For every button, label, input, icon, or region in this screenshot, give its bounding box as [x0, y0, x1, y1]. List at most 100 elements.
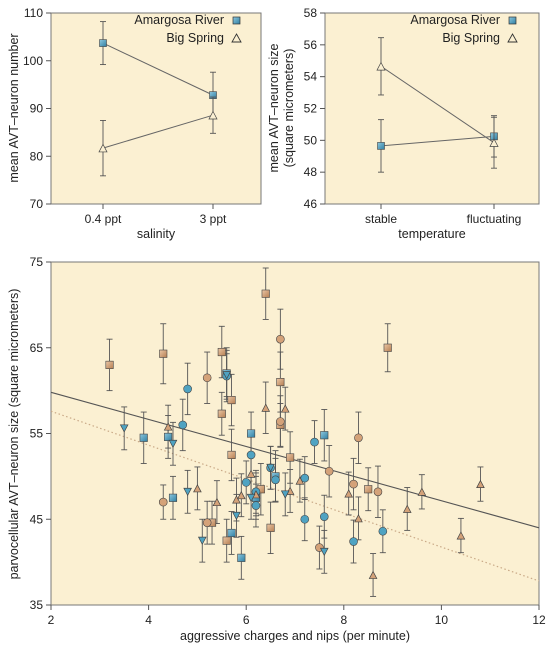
series-line	[102, 114, 214, 149]
data-point-circle-bigspring	[324, 466, 334, 476]
panel-temperature: 46 48 50 52 54 56 58 stable fluctuating mean AVT…	[267, 6, 540, 241]
data-point-triangle	[208, 110, 218, 120]
data-point-triangle-bigspring	[295, 476, 305, 485]
plot-area-temperature	[324, 12, 540, 205]
data-point-square-bigspring	[222, 536, 231, 545]
data-point-triangle-amargosa	[197, 536, 207, 546]
data-point-square-bigspring	[227, 396, 236, 405]
xlabel-temperature: temperature	[398, 227, 465, 241]
y-tick-label: 75	[30, 255, 44, 269]
x-tick-label: 0.4 ppt	[85, 212, 122, 226]
y-tick-label: 56	[304, 38, 318, 52]
data-point-triangle-amargosa	[266, 463, 275, 473]
data-point-triangle	[489, 138, 499, 147]
data-point-square-bigspring	[364, 485, 373, 494]
series-line	[102, 42, 214, 96]
data-point-circle-amargosa	[319, 512, 329, 521]
data-point-circle-amargosa	[246, 450, 256, 460]
legend-temperature: Amargosa River Big Spring	[410, 13, 518, 45]
data-point-triangle-bigspring	[280, 404, 290, 413]
data-point-circle-amargosa	[251, 501, 261, 510]
data-point-triangle	[376, 61, 386, 71]
data-point-circle-amargosa	[178, 420, 188, 430]
data-point-circle-bigspring	[354, 433, 363, 443]
legend-square-marker	[232, 16, 241, 25]
panel-salinity: 70 80 90 100 110 0.4 ppt 3 ppt mean AVT–neuron…	[7, 6, 262, 241]
y-tick-label: 50	[304, 133, 318, 147]
data-point-square-amargosa	[139, 433, 148, 442]
legend-square-marker	[508, 16, 517, 25]
y-tick-label: 110	[24, 6, 43, 20]
y-tick-label: 52	[304, 102, 318, 116]
ylabel-scatter: parvocellular AVT–neuron size (square mi…	[7, 289, 21, 580]
data-point-circle-amargosa	[300, 514, 310, 524]
data-point-triangle-bigspring	[246, 469, 256, 478]
data-point-triangle-bigspring	[193, 484, 202, 493]
x-tick-label: 8	[340, 613, 347, 627]
data-point-square-bigspring	[286, 453, 295, 462]
data-point-triangle-amargosa	[232, 511, 241, 521]
data-point-triangle-bigspring	[163, 422, 173, 431]
legend-triangle-marker	[507, 33, 518, 43]
data-point-square-amargosa	[320, 431, 329, 440]
x-tick-label: 12	[532, 613, 546, 627]
y-tick-label: 80	[30, 149, 44, 163]
x-tick-label: 10	[435, 613, 449, 627]
regression-line	[50, 391, 540, 529]
data-point-triangle-bigspring	[261, 403, 271, 412]
data-point-triangle-amargosa	[168, 439, 178, 449]
data-point-circle-bigspring	[202, 518, 212, 527]
data-point-circle-amargosa	[310, 437, 319, 447]
legend-label-amargosa: Amargosa River	[410, 13, 500, 27]
y-tick-label: 65	[30, 341, 44, 355]
xlabel-salinity: salinity	[137, 227, 176, 241]
ylabel-salinity: mean AVT–neuron number	[7, 33, 21, 182]
data-point-circle-bigspring	[202, 373, 212, 383]
x-tick-label: 6	[243, 613, 250, 627]
plot-area-scatter	[50, 261, 540, 606]
y-tick-label: 46	[304, 197, 318, 211]
data-point-square-amargosa	[168, 493, 178, 502]
data-point-circle-bigspring	[373, 487, 383, 497]
data-point-square-amargosa	[237, 553, 246, 562]
data-point-square-bigspring	[266, 523, 275, 532]
y-tick-label: 58	[304, 6, 318, 20]
panel-scatter: 35 45 55 65 75 2 4 6 8 10 12 parvocellular AVT–neu…	[7, 255, 546, 643]
y-tick-label: 100	[23, 54, 43, 68]
data-point-square-bigspring	[217, 409, 226, 418]
data-point-triangle-bigspring	[344, 489, 354, 498]
data-point-square-amargosa	[247, 429, 256, 438]
y-tick-label: 48	[304, 165, 318, 179]
data-point-circle-amargosa	[271, 475, 280, 485]
data-point-triangle-bigspring	[354, 514, 363, 523]
legend-label-bigspring: Big Spring	[442, 31, 500, 45]
data-point-square-bigspring	[217, 347, 226, 357]
data-point-triangle-bigspring	[212, 497, 222, 507]
data-point-triangle	[98, 143, 108, 153]
data-point-square-bigspring	[105, 360, 114, 369]
legend-label-amargosa: Amargosa River	[134, 13, 224, 27]
data-point-triangle-amargosa	[280, 490, 290, 499]
y-tick-label: 90	[30, 102, 44, 116]
x-tick-label: stable	[365, 212, 397, 226]
data-point-square-bigspring	[383, 343, 392, 352]
data-point-circle-bigspring	[276, 334, 285, 344]
data-point-triangle-bigspring	[456, 531, 466, 540]
legend-label-bigspring: Big Spring	[166, 31, 224, 45]
y-tick-label: 55	[30, 427, 44, 441]
data-point-square-bigspring	[261, 289, 270, 298]
data-point-triangle-amargosa	[119, 424, 129, 433]
data-point-triangle-amargosa	[319, 547, 329, 557]
data-point-square-amargosa	[164, 432, 173, 441]
data-point-square-amargosa	[227, 528, 236, 538]
x-tick-label: 4	[145, 613, 152, 627]
data-point-circle-bigspring	[276, 417, 285, 426]
data-point-triangle-bigspring	[236, 490, 246, 500]
y-tick-label: 45	[30, 512, 44, 526]
y-tick-label: 70	[30, 197, 44, 211]
data-point-triangle-amargosa	[222, 371, 232, 380]
data-point-square-bigspring	[276, 377, 285, 387]
data-point-triangle-bigspring	[368, 570, 378, 579]
data-point-square	[99, 39, 107, 47]
data-point-circle-bigspring	[158, 497, 168, 507]
